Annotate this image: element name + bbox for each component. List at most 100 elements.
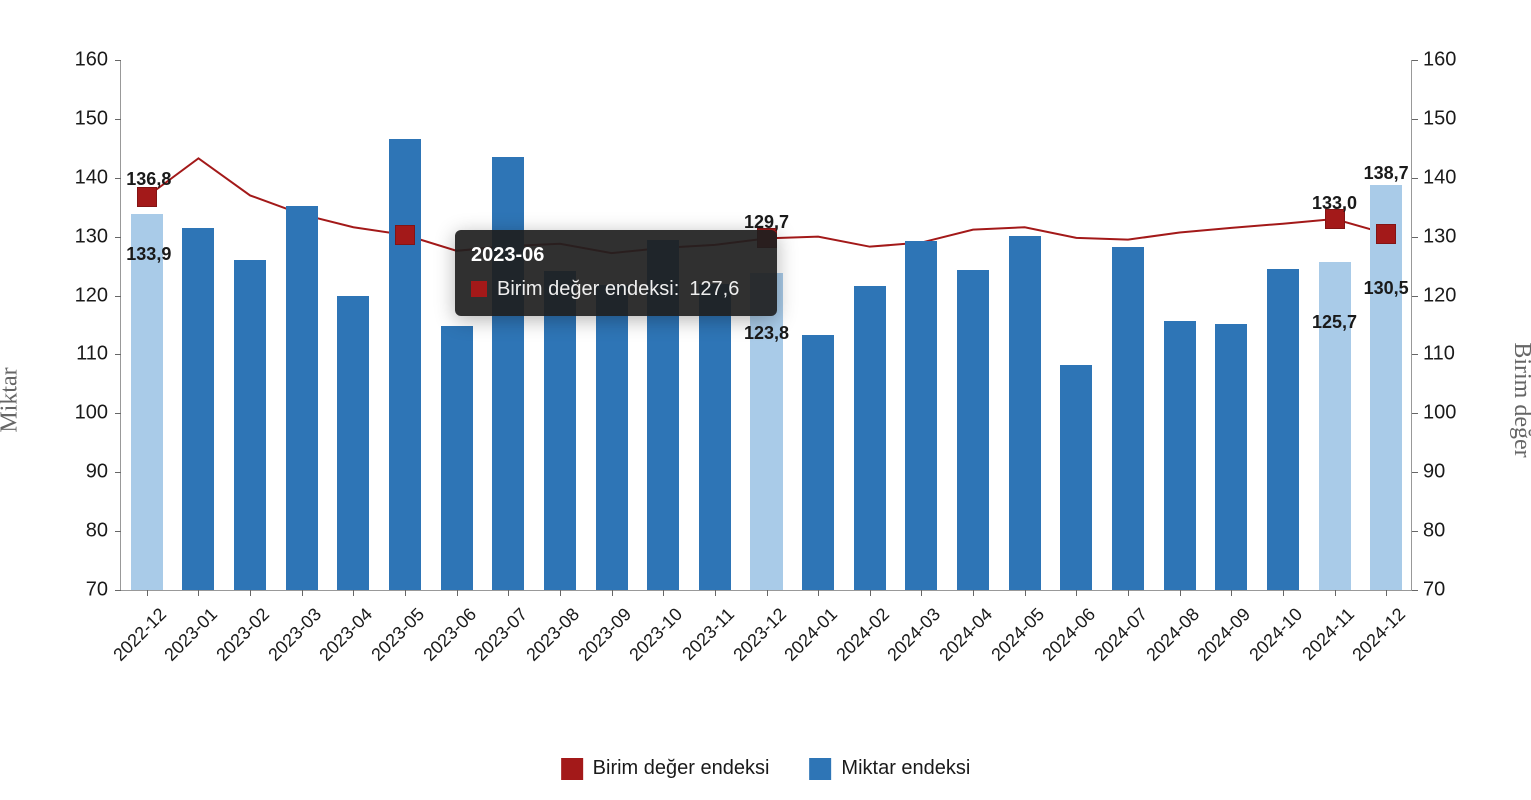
- y-right-tick: [1412, 178, 1418, 179]
- data-label: 136,8: [126, 169, 171, 190]
- y-left-tick-label: 150: [58, 107, 108, 130]
- x-tick-label: 2023-06: [416, 604, 480, 668]
- x-tick: [250, 590, 251, 596]
- bar[interactable]: [699, 284, 731, 590]
- y-right-tick: [1412, 413, 1418, 414]
- bar[interactable]: [957, 270, 989, 590]
- y-right-tick: [1412, 472, 1418, 473]
- y-right-tick-label: 90: [1423, 461, 1473, 484]
- data-label: 138,7: [1364, 163, 1409, 184]
- y-right-tick: [1412, 296, 1418, 297]
- bar[interactable]: [182, 228, 214, 590]
- line-marker[interactable]: [1376, 224, 1396, 244]
- bar[interactable]: [1267, 269, 1299, 590]
- x-tick-label: 2023-07: [468, 604, 532, 668]
- data-label: 130,5: [1364, 278, 1409, 299]
- legend-label: Birim değer endeksi: [593, 757, 770, 780]
- x-tick: [767, 590, 768, 596]
- x-tick-label: 2023-12: [726, 604, 790, 668]
- x-tick-label: 2023-10: [623, 604, 687, 668]
- bar[interactable]: [1060, 365, 1092, 590]
- y-right-tick-label: 80: [1423, 520, 1473, 543]
- x-tick: [198, 590, 199, 596]
- y-left-tick-label: 130: [58, 225, 108, 248]
- bar[interactable]: [389, 139, 421, 590]
- legend: Birim değer endeksi Miktar endeksi: [561, 757, 971, 780]
- tooltip-row: Birim değer endeksi:127,6: [471, 274, 761, 304]
- legend-swatch: [809, 758, 831, 780]
- y-right-tick-label: 140: [1423, 166, 1473, 189]
- bar[interactable]: [441, 326, 473, 590]
- x-tick-label: 2024-06: [1036, 604, 1100, 668]
- x-tick: [663, 590, 664, 596]
- plot-area: 136,8133,9129,7123,8133,0125,7138,7130,5: [120, 60, 1412, 591]
- x-tick: [1025, 590, 1026, 596]
- y-right-tick: [1412, 354, 1418, 355]
- x-tick: [405, 590, 406, 596]
- bar[interactable]: [286, 206, 318, 590]
- y-right-tick-label: 110: [1423, 343, 1473, 366]
- bar[interactable]: [750, 273, 782, 590]
- x-tick: [302, 590, 303, 596]
- y-left-tick: [115, 296, 121, 297]
- x-tick-label: 2023-11: [674, 604, 738, 668]
- x-tick-label: 2024-02: [829, 604, 893, 668]
- bar[interactable]: [1112, 247, 1144, 590]
- x-tick-label: 2023-08: [519, 604, 583, 668]
- bar[interactable]: [1370, 185, 1402, 590]
- y-left-tick: [115, 354, 121, 355]
- y-left-tick: [115, 531, 121, 532]
- bar[interactable]: [1009, 236, 1041, 590]
- x-tick: [147, 590, 148, 596]
- tooltip-title: 2023-06: [471, 240, 761, 270]
- y-right-axis-title: Birim değer: [1508, 342, 1531, 457]
- y-right-axis-line: [1411, 60, 1412, 590]
- legend-label: Miktar endeksi: [841, 757, 970, 780]
- bar[interactable]: [544, 271, 576, 590]
- x-tick-label: 2023-09: [571, 604, 635, 668]
- x-tick-label: 2024-07: [1087, 604, 1151, 668]
- x-tick: [1076, 590, 1077, 596]
- y-right-tick-label: 160: [1423, 49, 1473, 72]
- bar[interactable]: [854, 286, 886, 590]
- y-left-tick: [115, 413, 121, 414]
- bar[interactable]: [1215, 324, 1247, 590]
- y-left-tick-label: 80: [58, 520, 108, 543]
- x-tick: [1335, 590, 1336, 596]
- bar[interactable]: [131, 214, 163, 590]
- bar[interactable]: [1164, 321, 1196, 590]
- legend-item[interactable]: Miktar endeksi: [809, 757, 970, 780]
- x-tick: [818, 590, 819, 596]
- bar[interactable]: [802, 335, 834, 590]
- x-tick: [1283, 590, 1284, 596]
- y-left-tick: [115, 60, 121, 61]
- bar[interactable]: [337, 296, 369, 590]
- bar[interactable]: [596, 285, 628, 590]
- tooltip-series-label: Birim değer endeksi:: [497, 274, 679, 304]
- x-tick: [612, 590, 613, 596]
- y-left-tick-label: 70: [58, 579, 108, 602]
- line-marker[interactable]: [137, 187, 157, 207]
- x-tick-label: 2023-04: [313, 604, 377, 668]
- x-tick-label: 2022-12: [106, 604, 170, 668]
- line-marker[interactable]: [395, 225, 415, 245]
- x-tick: [921, 590, 922, 596]
- bar[interactable]: [492, 157, 524, 590]
- y-left-tick: [115, 178, 121, 179]
- legend-item[interactable]: Birim değer endeksi: [561, 757, 770, 780]
- x-tick-label: 2024-04: [933, 604, 997, 668]
- x-tick: [715, 590, 716, 596]
- legend-swatch: [561, 758, 583, 780]
- y-left-tick-label: 100: [58, 402, 108, 425]
- data-label: 133,9: [126, 244, 171, 265]
- data-label: 123,8: [744, 323, 789, 344]
- y-left-tick-label: 140: [58, 166, 108, 189]
- x-tick-label: 2023-01: [158, 604, 222, 668]
- x-tick: [457, 590, 458, 596]
- bar[interactable]: [905, 241, 937, 590]
- y-left-tick-label: 160: [58, 49, 108, 72]
- y-right-tick: [1412, 60, 1418, 61]
- x-tick-label: 2024-05: [984, 604, 1048, 668]
- y-right-tick-label: 70: [1423, 579, 1473, 602]
- bar[interactable]: [234, 260, 266, 590]
